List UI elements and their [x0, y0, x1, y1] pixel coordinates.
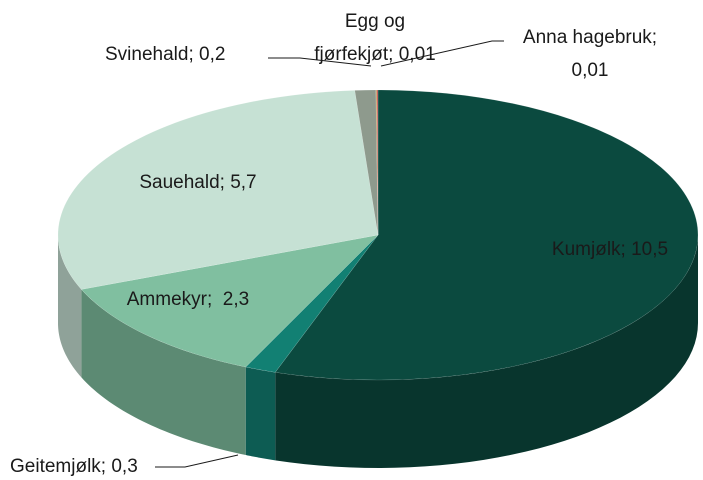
leader-line — [268, 57, 372, 67]
pie-slice — [80, 234, 379, 368]
label-line: Svinehald; 0,2 — [105, 44, 225, 65]
leader-line — [380, 40, 504, 67]
data-label: Sauehald; 5,7 — [139, 172, 256, 193]
label-line: Kumjølk; 10,5 — [552, 239, 668, 260]
data-label: Anna hagebruk; 0,01 — [523, 27, 657, 81]
pie-slice — [376, 89, 379, 236]
leader-line — [155, 454, 239, 468]
label-line: Geitemjølk; 0,3 — [10, 456, 138, 477]
label-line: fjørfekjøt; 0,01 — [314, 44, 435, 65]
data-label: Ammekyr; 2,3 — [127, 289, 249, 310]
pie-slice — [245, 234, 379, 373]
pie-slice — [57, 90, 379, 290]
pie-slice — [375, 89, 379, 236]
label-line: Ammekyr; 2,3 — [127, 289, 249, 310]
pie-side — [275, 235, 698, 468]
label-line: Anna hagebruk; — [523, 27, 657, 48]
data-label: Svinehald; 0,2 — [105, 44, 225, 65]
pie-side — [81, 289, 246, 456]
pie-side — [58, 235, 82, 378]
pie-slice — [274, 89, 699, 381]
label-line: Sauehald; 5,7 — [139, 172, 256, 193]
data-label: Egg og fjørfekjøt; 0,01 — [314, 11, 435, 65]
label-line: Egg og — [345, 11, 405, 32]
data-label: Geitemjølk; 0,3 — [10, 456, 138, 477]
pie-side — [245, 367, 276, 461]
label-line: 0,01 — [572, 60, 609, 81]
pie-slice — [354, 89, 379, 236]
data-label: Kumjølk; 10,5 — [552, 239, 668, 260]
